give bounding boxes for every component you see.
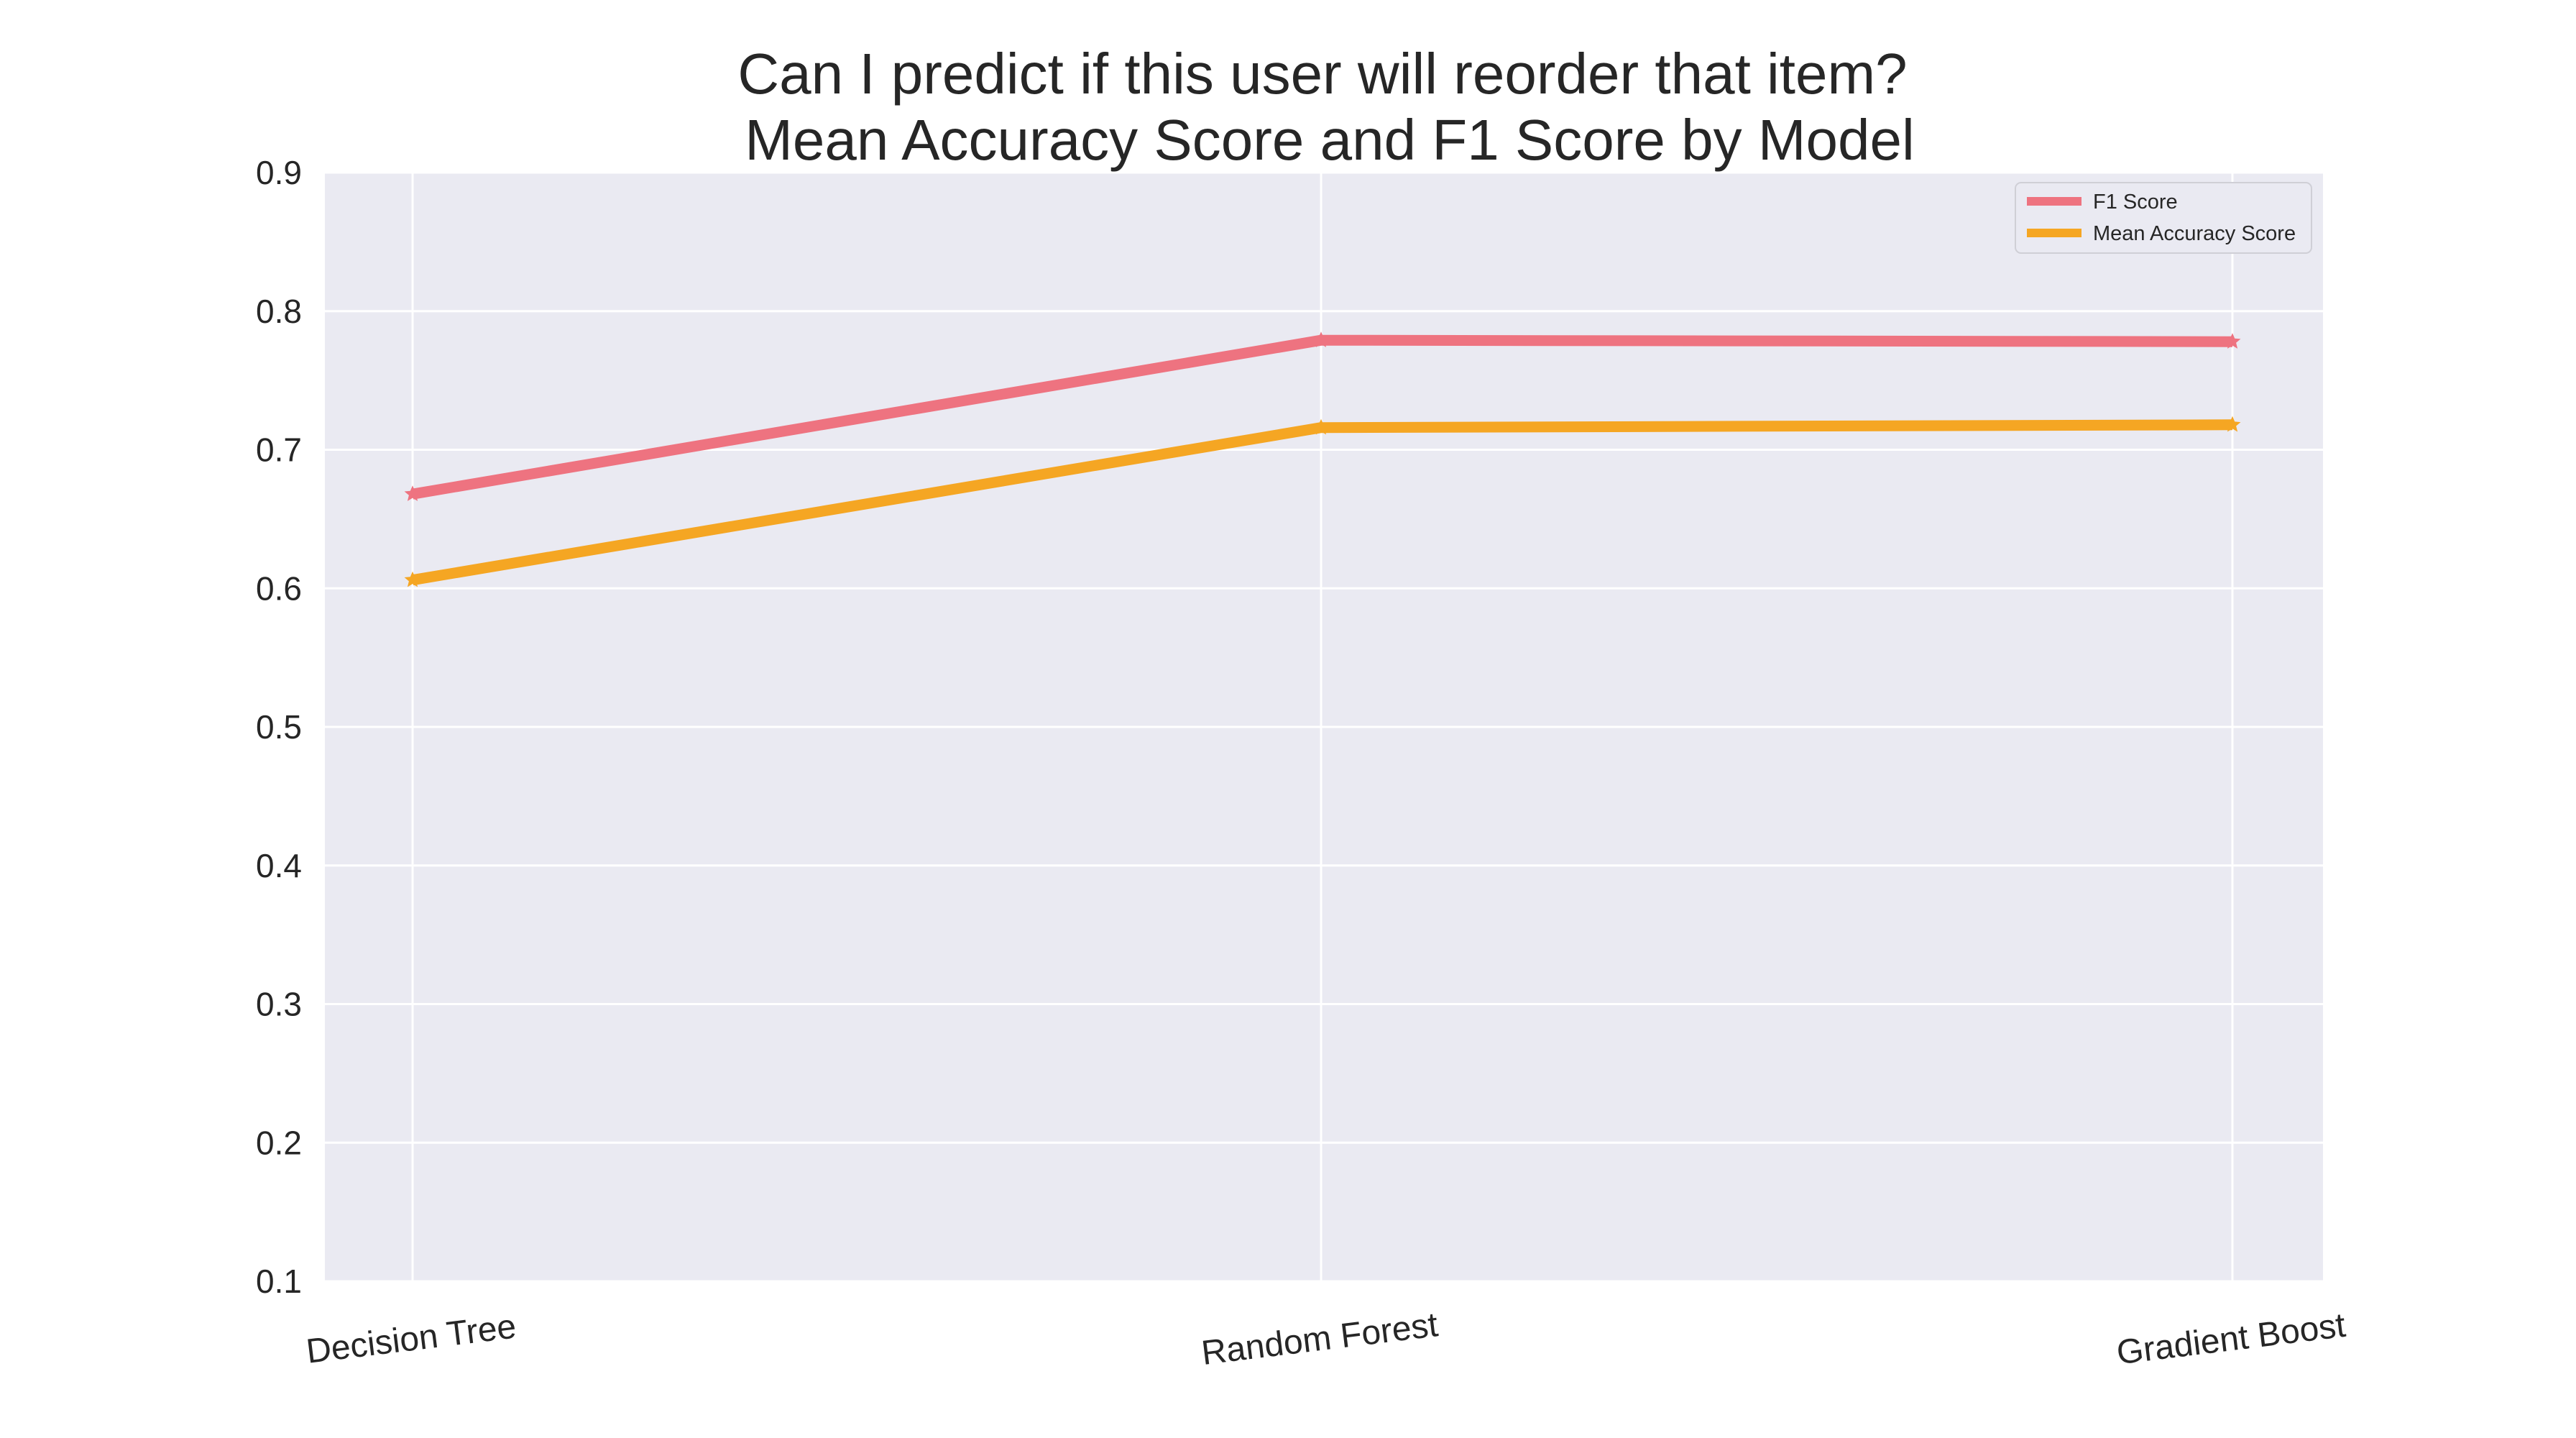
y-tick-label: 0.7 bbox=[256, 431, 302, 469]
legend-label: Mean Accuracy Score bbox=[2093, 222, 2296, 245]
y-tick-label: 0.8 bbox=[256, 293, 302, 330]
data-point bbox=[404, 571, 421, 587]
y-tick-labels: 0.1 0.2 0.3 0.4 0.5 0.6 0.7 0.8 0.9 bbox=[256, 154, 302, 1300]
legend-box bbox=[2015, 182, 2312, 254]
data-point bbox=[2224, 416, 2241, 432]
x-tick-label: Decision Tree bbox=[304, 1307, 518, 1370]
chart-title-line-1: Can I predict if this user will reorder … bbox=[737, 42, 1907, 106]
data-point bbox=[1312, 331, 1330, 347]
y-gridlines bbox=[325, 171, 2323, 1283]
data-point bbox=[1312, 418, 1330, 435]
y-tick-label: 0.4 bbox=[256, 847, 302, 884]
x-tick-label: Random Forest bbox=[1200, 1306, 1440, 1373]
series-lines bbox=[404, 331, 2241, 587]
legend: F1 Score Mean Accuracy Score bbox=[2015, 182, 2312, 254]
x-tick-label: Gradient Boost bbox=[2115, 1306, 2347, 1373]
x-tick-labels: Decision Tree Random Forest Gradient Boost bbox=[304, 1306, 2347, 1373]
data-point bbox=[2224, 333, 2241, 349]
y-tick-label: 0.3 bbox=[256, 986, 302, 1023]
y-tick-label: 0.5 bbox=[256, 708, 302, 746]
legend-label: F1 Score bbox=[2093, 191, 2178, 214]
chart-title-line-2: Mean Accuracy Score and F1 Score by Mode… bbox=[745, 108, 1914, 172]
y-tick-label: 0.2 bbox=[256, 1124, 302, 1161]
y-tick-label: 0.9 bbox=[256, 154, 302, 191]
data-point bbox=[404, 485, 421, 501]
y-tick-label: 0.1 bbox=[256, 1263, 302, 1300]
y-tick-label: 0.6 bbox=[256, 569, 302, 607]
